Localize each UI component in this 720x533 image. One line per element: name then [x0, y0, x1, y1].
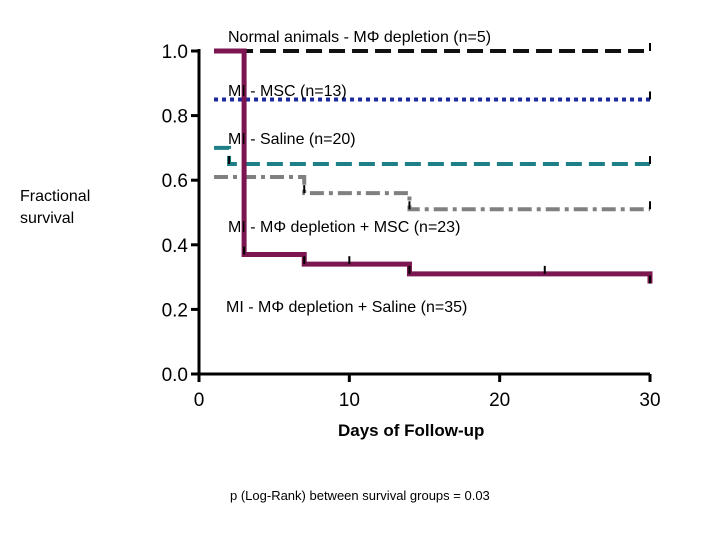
x-tick-label: 30 [639, 390, 660, 411]
footnote: p (Log-Rank) between survival groups = 0… [230, 488, 490, 503]
y-tick-label: 1.0 [162, 42, 188, 63]
series-label: MI - Saline (n=20) [228, 131, 356, 148]
x-tick-label: 10 [339, 390, 360, 411]
series-label: MI - MSC (n=13) [228, 83, 347, 100]
x-ticks: 0 10 20 30 [194, 374, 661, 411]
y-axis-label: Fractional survival [20, 186, 90, 230]
series-labels: Normal animals - MΦ depletion (n=5) MI - … [226, 29, 491, 316]
series-line [214, 174, 650, 212]
x-axis-label: Days of Follow-up [338, 421, 485, 440]
y-tick-label: 0.6 [162, 171, 188, 192]
series-label: MI - MΦ depletion + MSC (n=23) [228, 219, 460, 236]
y-tick-label: 0.8 [162, 107, 188, 128]
x-tick-label: 20 [489, 390, 510, 411]
y-tick-label: 0.2 [162, 300, 188, 321]
series-layer [214, 43, 653, 284]
y-tick-label: 0.0 [162, 365, 188, 386]
series-label: MI - MΦ depletion + Saline (n=35) [226, 299, 467, 316]
y-ticks: 0.0 0.2 0.4 0.6 0.8 1.0 [162, 42, 199, 386]
x-tick-label: 0 [194, 390, 205, 411]
y-axis-label-line2: survival [20, 210, 75, 227]
series-line [214, 145, 650, 167]
series-label: Normal animals - MΦ depletion (n=5) [228, 29, 491, 46]
y-tick-label: 0.4 [162, 236, 189, 257]
y-axis-label-line1: Fractional [20, 188, 91, 205]
